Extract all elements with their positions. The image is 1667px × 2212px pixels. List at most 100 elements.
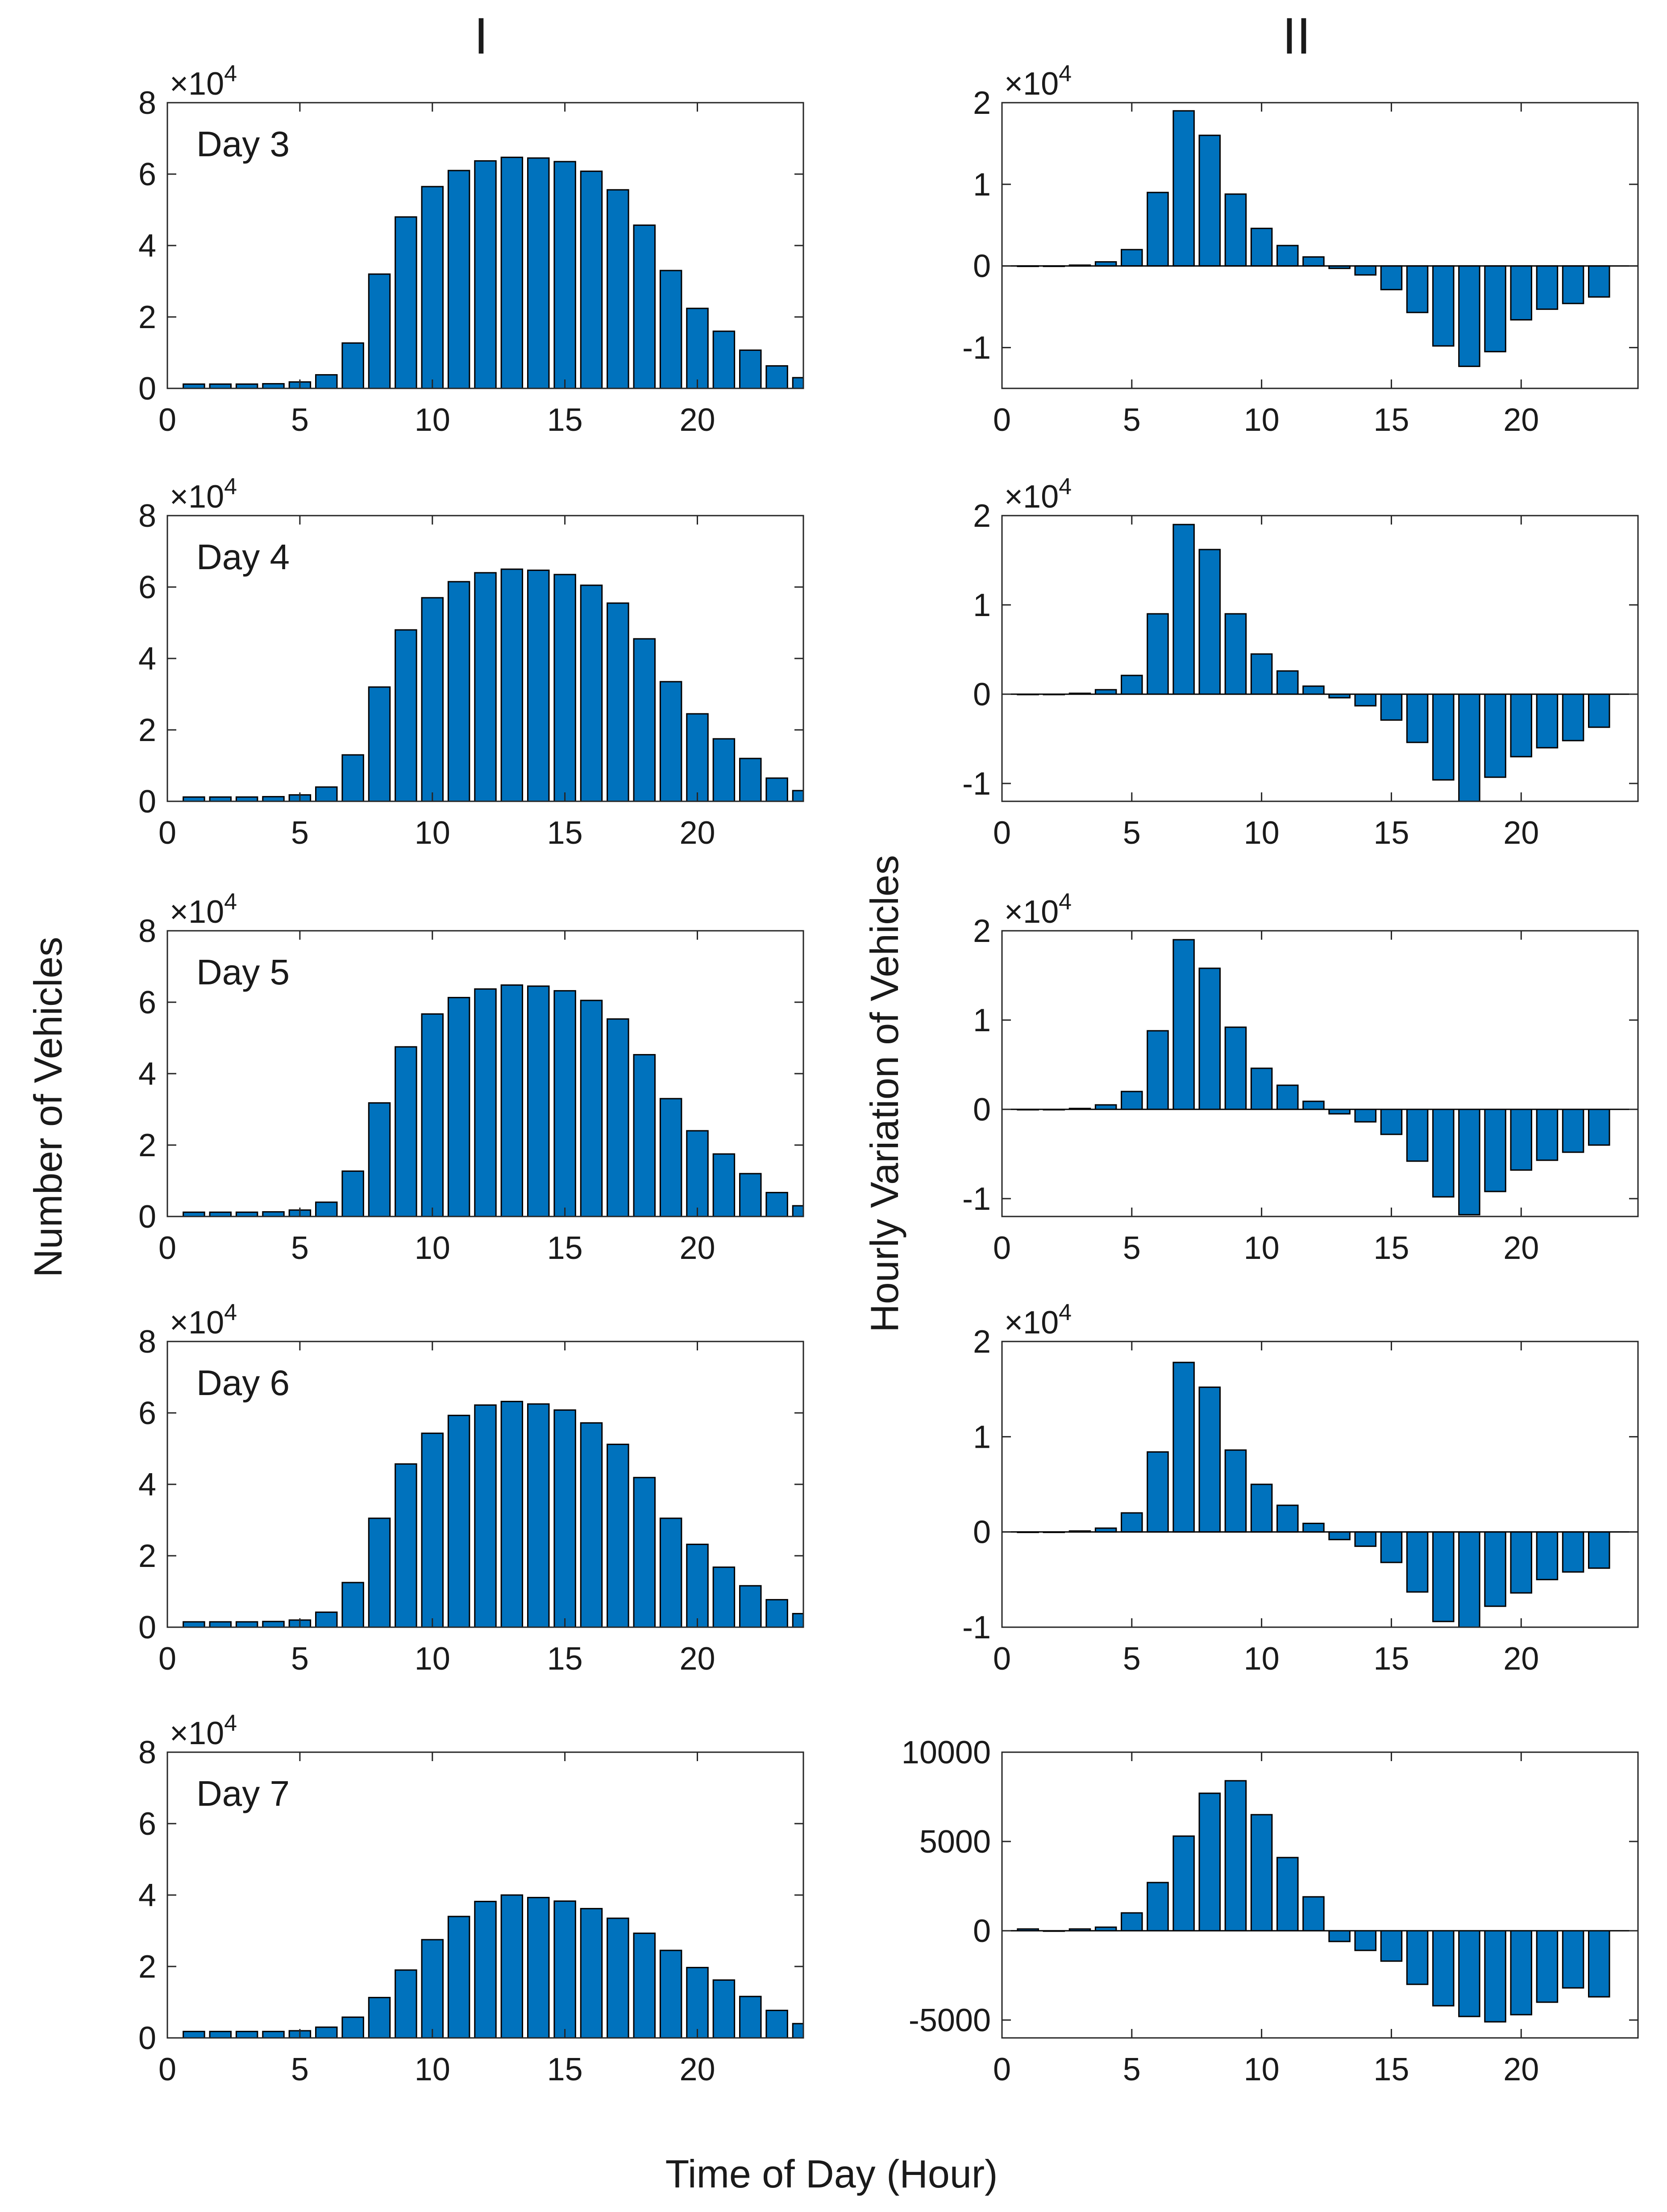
y-tick-label: 2 <box>138 1128 156 1163</box>
bar <box>739 349 762 388</box>
bar <box>262 796 285 801</box>
y-tick-label: 0 <box>973 677 991 712</box>
bar <box>1484 1531 1506 1607</box>
bar <box>315 786 338 801</box>
bar <box>235 2031 258 2038</box>
bar <box>1302 1522 1325 1533</box>
bar <box>1224 1780 1247 1932</box>
y-exponent-label: ×104 <box>170 889 237 930</box>
bar <box>686 308 709 388</box>
bar <box>792 2023 803 2038</box>
x-tick-label: 10 <box>1244 815 1280 851</box>
bar <box>712 1979 736 2038</box>
bar <box>1458 1930 1480 2017</box>
bar <box>421 1433 444 1627</box>
bar <box>1588 1531 1610 1569</box>
bar <box>1250 1067 1273 1110</box>
bar <box>395 629 417 801</box>
bar <box>553 161 576 388</box>
bar <box>1147 1030 1169 1110</box>
column-title-i: I <box>474 8 488 65</box>
bar <box>1406 693 1429 743</box>
bar <box>686 1130 709 1216</box>
y-exponent-label: ×104 <box>1004 61 1072 102</box>
bar <box>1328 1531 1351 1541</box>
y-exponent-label: ×104 <box>170 1300 237 1341</box>
bar <box>500 568 524 801</box>
bar <box>183 1621 205 1627</box>
bar <box>1510 1108 1533 1171</box>
bar <box>1276 1857 1299 1932</box>
x-tick-label: 0 <box>158 1641 176 1677</box>
y-tick-label: 0 <box>138 784 156 820</box>
bar <box>421 186 444 388</box>
x-tick-label: 5 <box>1123 402 1141 438</box>
x-tick-label: 5 <box>291 815 309 851</box>
bar <box>1380 693 1403 721</box>
bar <box>209 383 232 388</box>
bar <box>1172 1835 1195 1932</box>
y-tick-label: 2 <box>973 913 991 949</box>
axes-box <box>1001 1341 1639 1628</box>
bar <box>659 1098 682 1216</box>
bar <box>1588 693 1610 728</box>
bar <box>368 1102 391 1216</box>
x-tick-label: 10 <box>415 402 450 438</box>
axes-box <box>1001 515 1639 802</box>
y-tick-label: 2 <box>973 498 991 534</box>
bar <box>1198 1792 1221 1932</box>
bar <box>447 997 470 1216</box>
y-exponent-label: ×104 <box>170 1710 237 1751</box>
bar <box>712 330 736 388</box>
bar <box>262 1620 285 1627</box>
bar <box>1432 1930 1455 2007</box>
y-tick-label: 0 <box>138 2020 156 2056</box>
y-tick-label: 5000 <box>919 1824 991 1860</box>
x-tick-label: 0 <box>993 402 1011 438</box>
x-tick-label: 10 <box>415 1641 450 1677</box>
x-tick-label: 20 <box>679 815 715 851</box>
bar <box>1536 1930 1559 2003</box>
y-tick-label: 4 <box>138 1878 156 1913</box>
x-tick-label: 5 <box>1123 815 1141 851</box>
bar <box>527 1403 550 1627</box>
y-tick-label: 0 <box>973 249 991 284</box>
bar <box>765 1599 788 1627</box>
x-tick-label: 5 <box>291 1230 309 1266</box>
bar <box>262 1211 285 1216</box>
bar-series <box>183 984 803 1216</box>
y-tick-label: 0 <box>138 1610 156 1645</box>
bar <box>341 1582 364 1627</box>
bar <box>1406 265 1429 313</box>
x-tick-label: 0 <box>993 815 1011 851</box>
bar <box>633 1054 656 1216</box>
bar <box>395 1969 417 2038</box>
x-tick-label: 10 <box>1244 2052 1280 2087</box>
bar <box>315 374 338 388</box>
bar <box>209 1621 232 1627</box>
x-tick-label: 15 <box>1373 2052 1409 2087</box>
x-tick-label: 20 <box>1503 815 1539 851</box>
bar <box>1147 1882 1169 1932</box>
axes-box <box>1001 930 1639 1217</box>
x-tick-label: 15 <box>1373 815 1409 851</box>
bar <box>183 2031 205 2038</box>
bar <box>1121 1091 1143 1110</box>
bar <box>1406 1108 1429 1162</box>
bar <box>209 2031 232 2038</box>
bar <box>792 790 803 801</box>
bar <box>1484 1108 1506 1192</box>
bar <box>1276 1084 1299 1110</box>
bar <box>1562 693 1584 741</box>
bar <box>1224 193 1247 267</box>
y-tick-label: 1 <box>973 167 991 203</box>
x-tick-label: 15 <box>547 1230 583 1266</box>
bar <box>659 270 682 388</box>
y-tick-label: 8 <box>138 85 156 121</box>
bar <box>315 2026 338 2038</box>
bar <box>686 1966 709 2038</box>
x-tick-label: 10 <box>1244 1230 1280 1266</box>
bar <box>1354 693 1377 707</box>
